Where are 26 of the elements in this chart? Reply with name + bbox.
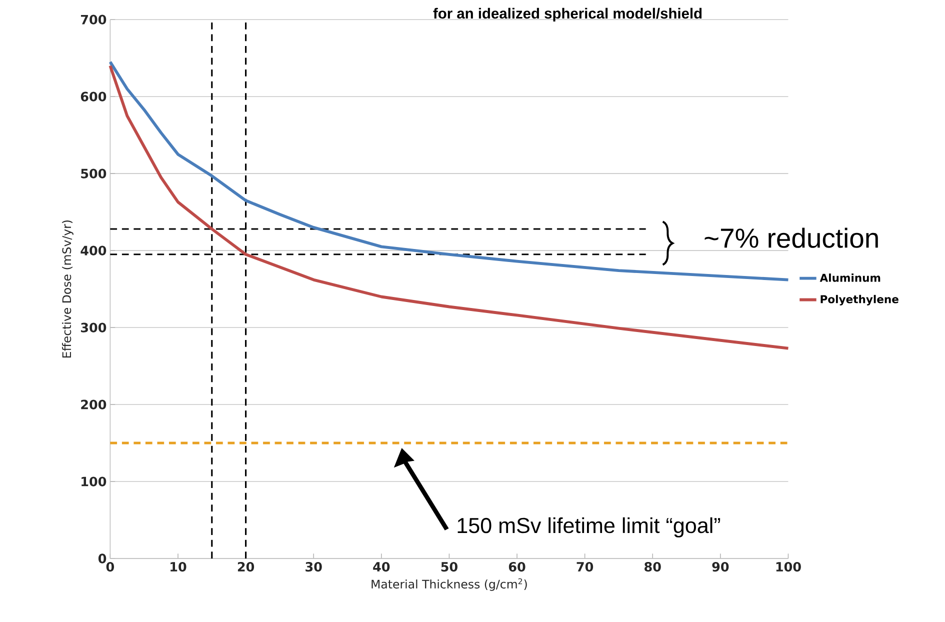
y-tick-label: 600 <box>80 92 106 102</box>
x-tick-label: 100 <box>776 562 801 572</box>
x-tick-label: 90 <box>712 562 729 572</box>
y-tick-label: 100 <box>82 476 106 486</box>
annotation: ~7% reduction <box>704 228 878 248</box>
x-tick-label: 80 <box>644 562 661 572</box>
x-tick-label: 0 <box>106 562 114 572</box>
x-tick-label: 20 <box>238 562 254 572</box>
legend-label: Polyethylene <box>820 294 898 306</box>
x-tick-label: 60 <box>508 562 526 572</box>
x-tick-label: 10 <box>170 562 186 572</box>
x-tick-label: 50 <box>441 562 458 572</box>
legend-label: Aluminum <box>820 273 880 282</box>
y-tick-label: 0 <box>98 554 106 564</box>
y-tick-label: 200 <box>81 400 106 410</box>
y-axis-title: Effective Dose (mSv/yr) <box>62 220 74 358</box>
chart-title: for an idealized spherical model/shield <box>433 8 702 22</box>
x-axis-title: Material Thickness (g/cm$^{2}$) <box>372 578 527 591</box>
y-tick-label: 300 <box>80 322 106 332</box>
y-tick-label: 500 <box>81 168 106 178</box>
y-tick-label: 400 <box>80 246 106 256</box>
annotation: 150 mSv lifetime limit “goal” <box>458 517 720 538</box>
y-tick-label: 700 <box>80 14 106 24</box>
x-tick-label: 40 <box>373 562 390 572</box>
x-tick-label: 30 <box>306 562 322 572</box>
x-tick-label: 70 <box>576 562 594 572</box>
